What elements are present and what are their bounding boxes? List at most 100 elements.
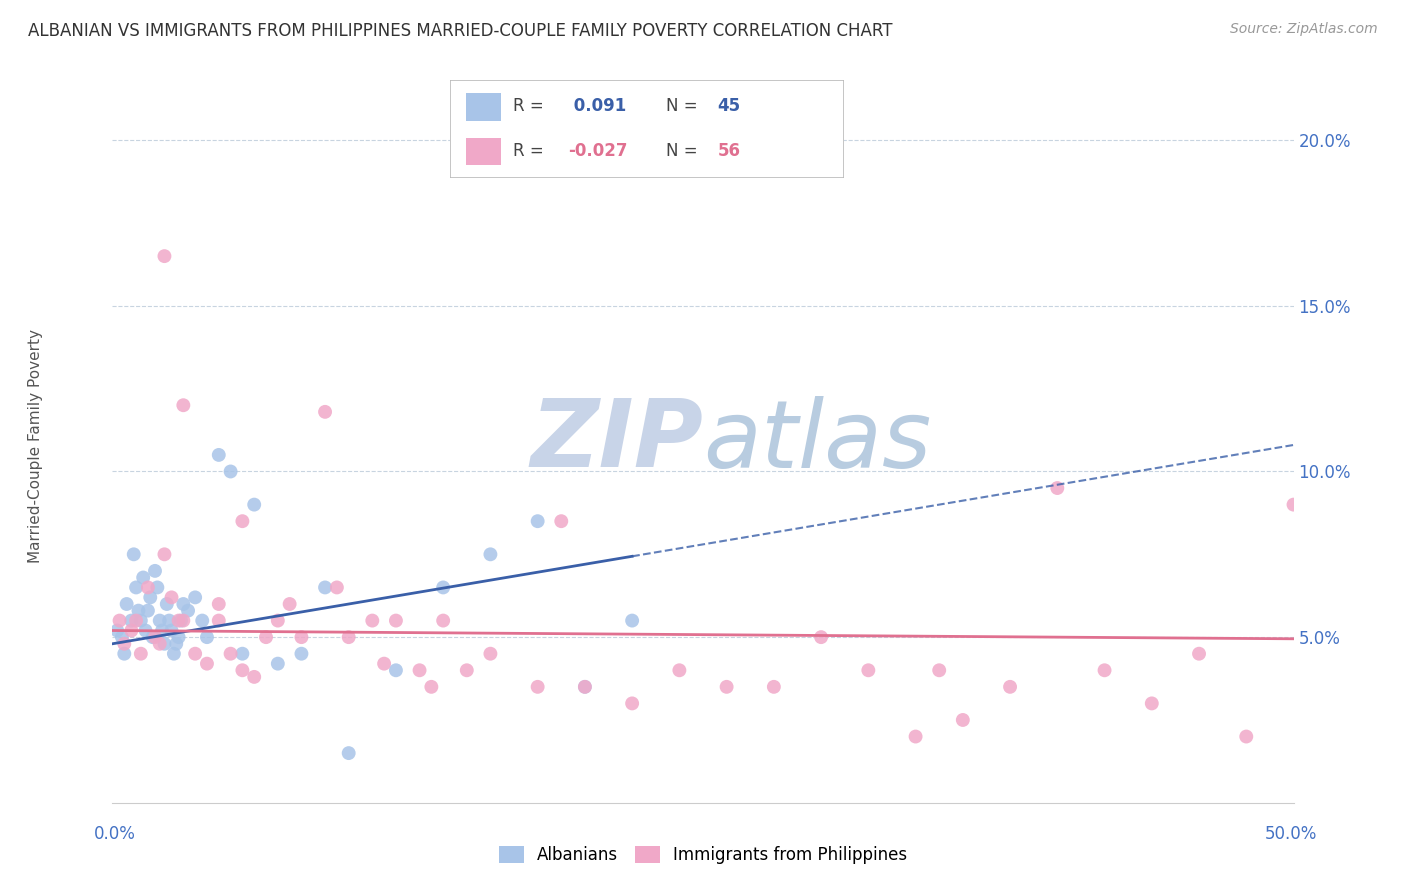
Point (108, 614, 131, 628)
Point (153, 249, 176, 263)
Point (621, 614, 644, 628)
Point (337, 630, 360, 644)
Point (111, 630, 134, 644)
Point (326, 581, 349, 595)
Point (153, 637, 176, 651)
FancyBboxPatch shape (450, 80, 844, 178)
Point (167, 630, 190, 644)
Point (479, 647, 502, 661)
Point (526, 680, 548, 694)
Point (156, 597, 179, 611)
Point (172, 614, 194, 628)
Point (136, 604, 159, 618)
Point (1094, 663, 1116, 677)
Point (160, 624, 183, 638)
Point (420, 680, 443, 694)
Point (928, 663, 950, 677)
Point (184, 591, 207, 605)
Point (139, 591, 162, 605)
Point (150, 624, 173, 638)
Point (385, 614, 408, 628)
Point (456, 663, 478, 677)
Text: Source: ZipAtlas.com: Source: ZipAtlas.com (1230, 22, 1378, 37)
Point (290, 630, 312, 644)
Point (1188, 647, 1211, 661)
Point (219, 465, 242, 479)
Text: N =: N = (666, 97, 703, 115)
Point (143, 630, 166, 644)
Point (136, 581, 159, 595)
Point (122, 547, 145, 561)
Point (219, 647, 242, 661)
Point (105, 624, 128, 638)
Point (1140, 697, 1163, 711)
Point (716, 680, 738, 694)
Point (574, 680, 596, 694)
Point (904, 730, 927, 744)
Point (112, 637, 135, 651)
Point (1234, 730, 1257, 744)
Point (167, 614, 190, 628)
Point (1046, 481, 1069, 495)
Point (208, 597, 231, 611)
Text: atlas: atlas (703, 395, 931, 486)
Point (153, 547, 176, 561)
Point (208, 614, 231, 628)
Text: Married-Couple Family Poverty: Married-Couple Family Poverty (28, 329, 42, 563)
Text: 0.091: 0.091 (568, 97, 626, 115)
Point (132, 570, 155, 584)
Point (432, 614, 454, 628)
Point (479, 547, 502, 561)
Point (120, 614, 142, 628)
Point (526, 514, 548, 528)
Text: 50.0%: 50.0% (1264, 825, 1317, 843)
Point (858, 663, 880, 677)
Point (142, 630, 165, 644)
Point (191, 614, 214, 628)
Point (149, 637, 172, 651)
Point (267, 614, 290, 628)
Text: ALBANIAN VS IMMIGRANTS FROM PHILIPPINES MARRIED-COUPLE FAMILY POVERTY CORRELATIO: ALBANIAN VS IMMIGRANTS FROM PHILIPPINES … (28, 22, 893, 40)
Point (231, 663, 253, 677)
Text: R =: R = (513, 142, 548, 160)
Point (550, 514, 572, 528)
Point (208, 448, 231, 462)
Point (120, 624, 142, 638)
Point (314, 405, 336, 419)
Point (112, 647, 135, 661)
Point (314, 581, 336, 595)
Point (195, 630, 218, 644)
Point (157, 614, 180, 628)
Bar (465, 137, 501, 165)
Point (146, 581, 169, 595)
Point (172, 597, 194, 611)
Point (231, 647, 253, 661)
Point (149, 614, 172, 628)
Point (135, 624, 157, 638)
Point (290, 647, 312, 661)
Point (1282, 498, 1305, 512)
Point (408, 663, 430, 677)
Point (165, 637, 187, 651)
Point (163, 647, 186, 661)
Point (143, 564, 166, 578)
Text: 56: 56 (717, 142, 741, 160)
Point (243, 670, 266, 684)
Text: N =: N = (666, 142, 703, 160)
Point (574, 680, 596, 694)
Point (125, 581, 148, 595)
Text: -0.027: -0.027 (568, 142, 627, 160)
Point (385, 663, 408, 677)
Point (177, 604, 200, 618)
Point (184, 647, 207, 661)
Point (160, 591, 183, 605)
Point (952, 713, 974, 727)
Legend: Albanians, Immigrants from Philippines: Albanians, Immigrants from Philippines (492, 839, 914, 871)
Point (195, 657, 218, 671)
Point (668, 663, 690, 677)
Point (373, 657, 395, 671)
Point (129, 614, 152, 628)
Point (337, 746, 360, 760)
Point (810, 630, 832, 644)
Bar (465, 94, 501, 121)
